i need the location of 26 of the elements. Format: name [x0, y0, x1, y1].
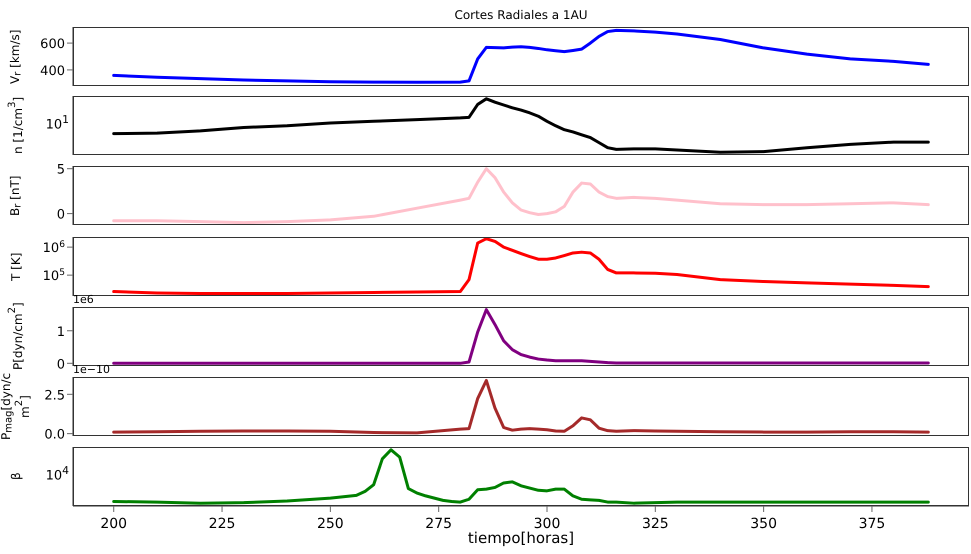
y-tick-label: 0 [56, 357, 65, 372]
text: 10$^{4}$ [46, 462, 69, 485]
x-tick-label: 250 [316, 516, 344, 532]
x-tick-label: 275 [425, 516, 452, 532]
y-tick-label: 10$^{5}$ [42, 268, 65, 284]
y-tick-label: 5 [56, 162, 65, 178]
x-tick-label: 350 [750, 516, 777, 532]
y-axis-title: β [8, 472, 23, 482]
text: 10$^{1}$ [46, 112, 69, 134]
x-tick-label: 300 [534, 516, 560, 532]
y-tick-label: 0 [56, 208, 65, 223]
y-tick-label: 2.5 [44, 388, 65, 404]
annotation: 1e−10 [73, 363, 110, 376]
x-axis-title: tiempo[horas] [468, 529, 574, 547]
y-axis-title: T [K] [8, 251, 23, 283]
y-tick-label: 1 [56, 324, 65, 340]
y-tick-label: 10$^{6}$ [42, 240, 66, 256]
x-tick-label: 325 [642, 516, 669, 532]
x-tick-label: 200 [100, 516, 128, 532]
y-tick-label: 600 [40, 37, 65, 52]
x-tick-label: 225 [208, 516, 236, 532]
chart-title: Cortes Radiales a 1AU [453, 7, 589, 23]
annotation: 1e6 [73, 293, 94, 306]
y-tick-label: 400 [40, 64, 65, 79]
x-tick-label: 375 [858, 516, 886, 532]
y-tick-label: 0.0 [44, 428, 65, 443]
